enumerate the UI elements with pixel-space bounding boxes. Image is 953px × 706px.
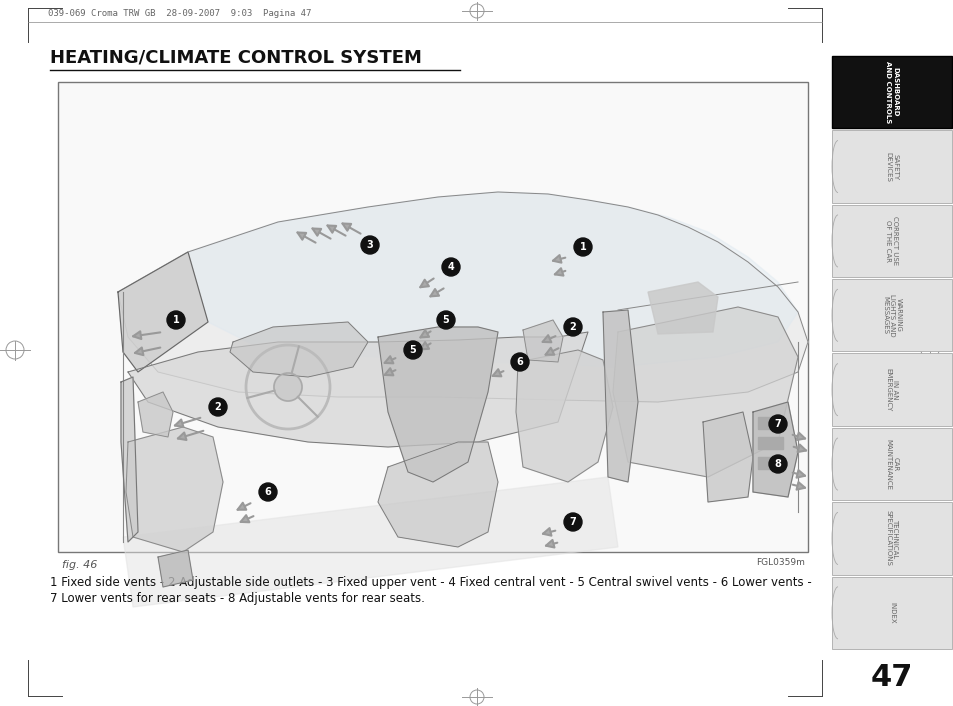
- Bar: [831, 56, 951, 128]
- Circle shape: [258, 483, 276, 501]
- Polygon shape: [613, 307, 797, 477]
- Polygon shape: [126, 427, 223, 552]
- Polygon shape: [647, 282, 718, 334]
- Text: TECHNICAL
SPECIFICATIONS: TECHNICAL SPECIFICATIONS: [884, 510, 898, 566]
- Polygon shape: [118, 252, 208, 372]
- Text: 7: 7: [774, 419, 781, 429]
- Circle shape: [511, 353, 529, 371]
- Circle shape: [436, 311, 455, 329]
- Text: 2: 2: [569, 322, 576, 332]
- Bar: [831, 577, 951, 649]
- Circle shape: [167, 311, 185, 329]
- Polygon shape: [758, 457, 782, 469]
- Polygon shape: [138, 392, 172, 437]
- Text: 1: 1: [579, 242, 586, 252]
- Polygon shape: [602, 310, 638, 482]
- Polygon shape: [128, 332, 587, 447]
- Text: FGL0359m: FGL0359m: [756, 558, 804, 567]
- Circle shape: [360, 236, 378, 254]
- Text: 47: 47: [870, 662, 912, 691]
- Polygon shape: [377, 442, 497, 547]
- Polygon shape: [118, 192, 807, 402]
- Polygon shape: [758, 417, 782, 429]
- Bar: [831, 279, 951, 352]
- Bar: [831, 131, 951, 203]
- Text: CAR
MAINTENANCE: CAR MAINTENANCE: [884, 438, 898, 489]
- Bar: [831, 428, 951, 501]
- Bar: [58, 82, 807, 552]
- Text: CORRECT USE
OF THE CAR: CORRECT USE OF THE CAR: [884, 216, 898, 265]
- Text: 8: 8: [774, 459, 781, 469]
- Polygon shape: [230, 322, 368, 377]
- Text: 3: 3: [366, 240, 373, 250]
- Text: 2: 2: [214, 402, 221, 412]
- Text: INDEX: INDEX: [888, 602, 894, 623]
- Bar: [831, 502, 951, 575]
- Text: DASHBOARD
AND CONTROLS: DASHBOARD AND CONTROLS: [884, 61, 898, 124]
- Text: 6: 6: [264, 487, 271, 497]
- Text: 1: 1: [172, 315, 179, 325]
- Text: 7 Lower vents for rear seats - 8 Adjustable vents for rear seats.: 7 Lower vents for rear seats - 8 Adjusta…: [50, 592, 424, 605]
- Circle shape: [563, 318, 581, 336]
- Polygon shape: [123, 477, 618, 607]
- Text: HEATING/CLIMATE CONTROL SYSTEM: HEATING/CLIMATE CONTROL SYSTEM: [50, 48, 421, 66]
- Circle shape: [403, 341, 421, 359]
- Circle shape: [574, 238, 592, 256]
- Circle shape: [563, 513, 581, 531]
- Polygon shape: [158, 550, 193, 587]
- Text: SAFETY
DEVICES: SAFETY DEVICES: [884, 152, 898, 181]
- Polygon shape: [522, 320, 562, 362]
- Polygon shape: [702, 412, 752, 502]
- Bar: [831, 205, 951, 277]
- Circle shape: [441, 258, 459, 276]
- Text: 4: 4: [447, 262, 454, 272]
- Text: IN AN
EMERGENCY: IN AN EMERGENCY: [884, 368, 898, 412]
- Polygon shape: [188, 192, 797, 367]
- Text: 1 Fixed side vents - 2 Adjustable side outlets - 3 Fixed upper vent - 4 Fixed ce: 1 Fixed side vents - 2 Adjustable side o…: [50, 576, 811, 589]
- Text: WARNING
LIGHTS AND
MESSAGES: WARNING LIGHTS AND MESSAGES: [882, 294, 901, 337]
- Circle shape: [768, 455, 786, 473]
- Circle shape: [768, 415, 786, 433]
- Polygon shape: [752, 402, 797, 497]
- Text: 5: 5: [442, 315, 449, 325]
- Bar: [831, 354, 951, 426]
- Text: 5: 5: [409, 345, 416, 355]
- Polygon shape: [758, 437, 782, 449]
- Polygon shape: [516, 350, 613, 482]
- Text: 6: 6: [517, 357, 523, 367]
- Text: 7: 7: [569, 517, 576, 527]
- Text: fig. 46: fig. 46: [62, 560, 97, 570]
- Text: 039-069 Croma TRW GB  28-09-2007  9:03  Pagina 47: 039-069 Croma TRW GB 28-09-2007 9:03 Pag…: [48, 8, 311, 18]
- Polygon shape: [377, 327, 497, 482]
- Circle shape: [274, 373, 302, 401]
- Circle shape: [209, 398, 227, 416]
- Polygon shape: [121, 377, 138, 542]
